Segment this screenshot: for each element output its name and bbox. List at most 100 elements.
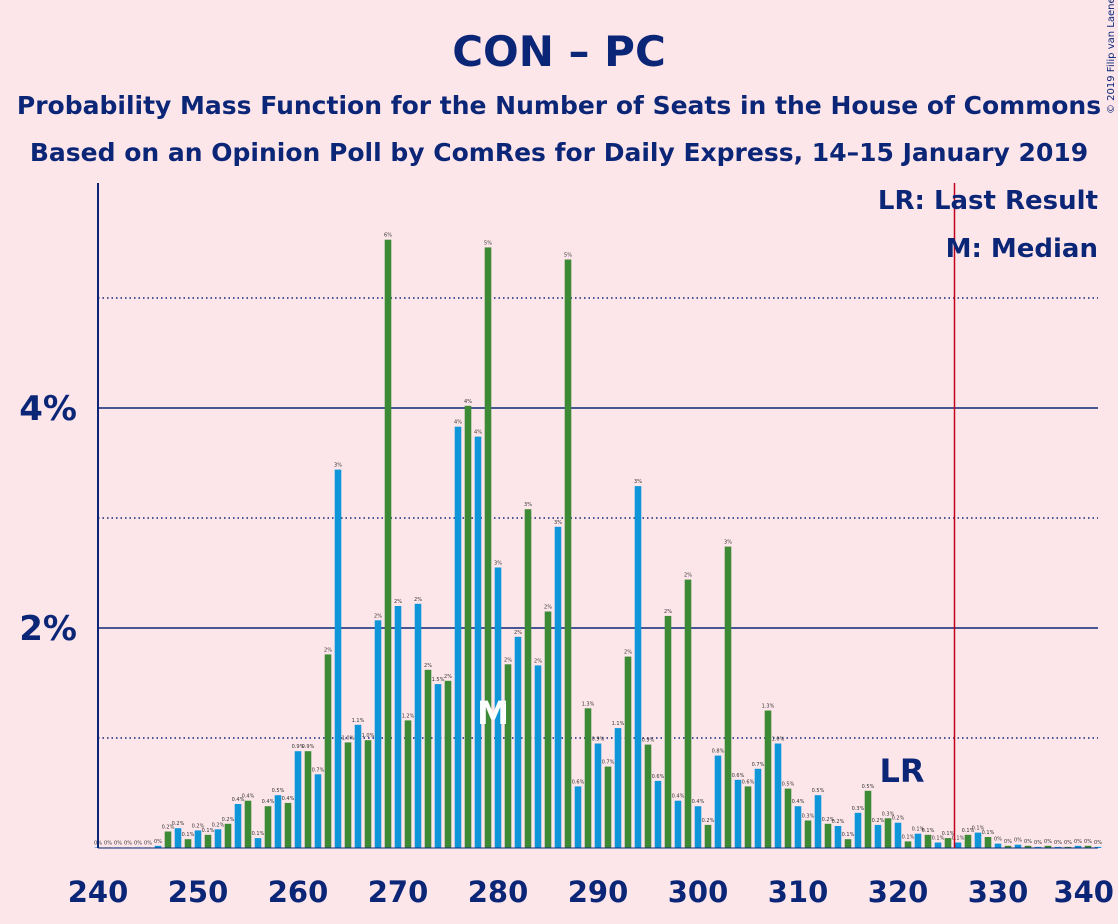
data-label-299: 2% bbox=[684, 573, 692, 579]
data-label-273: 2% bbox=[424, 663, 432, 669]
x-tick-label: 300 bbox=[668, 875, 729, 909]
bar-253 bbox=[224, 823, 232, 848]
data-label-314: 0.2% bbox=[832, 819, 845, 825]
bar-271 bbox=[404, 720, 412, 848]
data-label-244: 0% bbox=[134, 840, 142, 846]
data-label-251: 0.1% bbox=[202, 828, 215, 834]
data-label-260: 0.9% bbox=[292, 744, 305, 750]
bar-310 bbox=[794, 806, 802, 848]
bar-272 bbox=[414, 603, 422, 848]
data-label-323: 0.1% bbox=[922, 828, 935, 834]
bar-304 bbox=[734, 779, 742, 848]
bar-278 bbox=[474, 436, 482, 848]
bar-255 bbox=[244, 800, 252, 848]
data-label-335: 0% bbox=[1044, 839, 1052, 845]
data-label-309: 0.5% bbox=[782, 782, 795, 788]
data-label-267: 1.0% bbox=[362, 733, 375, 739]
data-label-264: 3% bbox=[334, 463, 342, 469]
data-label-256: 0.1% bbox=[252, 831, 265, 837]
data-label-307: 1.3% bbox=[762, 704, 775, 710]
x-tick-label: 280 bbox=[468, 875, 529, 909]
bar-246 bbox=[154, 845, 162, 848]
bar-247 bbox=[164, 831, 172, 848]
data-label-321: 0.1% bbox=[902, 834, 915, 840]
bar-249 bbox=[184, 839, 192, 848]
bar-305 bbox=[744, 786, 752, 848]
bar-295 bbox=[644, 744, 652, 848]
bar-335 bbox=[1044, 845, 1052, 848]
data-label-282: 2% bbox=[514, 630, 522, 636]
data-label-336: 0% bbox=[1054, 840, 1062, 846]
bar-309 bbox=[784, 788, 792, 848]
data-label-248: 0.2% bbox=[172, 821, 185, 827]
chart-title: CON – PC bbox=[452, 27, 666, 76]
x-tick-label: 260 bbox=[268, 875, 329, 909]
bar-308 bbox=[774, 743, 782, 848]
bar-301 bbox=[704, 824, 712, 848]
data-label-312: 0.5% bbox=[812, 788, 825, 794]
data-label-278: 4% bbox=[474, 430, 482, 436]
bar-318 bbox=[874, 824, 882, 848]
data-label-331: 0% bbox=[1004, 839, 1012, 845]
data-label-317: 0.5% bbox=[862, 784, 875, 790]
data-label-328: 0.1% bbox=[972, 826, 985, 832]
bar-319 bbox=[884, 818, 892, 848]
data-label-285: 2% bbox=[544, 605, 552, 611]
bar-282 bbox=[514, 636, 522, 848]
bar-338 bbox=[1074, 845, 1082, 848]
data-label-302: 0.8% bbox=[712, 749, 725, 755]
gridlines bbox=[98, 297, 1098, 739]
bar-259 bbox=[284, 802, 292, 848]
bar-312 bbox=[814, 795, 822, 848]
data-label-329: 0.1% bbox=[982, 830, 995, 836]
bar-311 bbox=[804, 820, 812, 848]
bar-286 bbox=[554, 526, 562, 848]
bar-317 bbox=[864, 790, 872, 848]
data-label-294: 3% bbox=[634, 479, 642, 485]
last-result-marker: LR bbox=[879, 752, 924, 790]
bar-277 bbox=[464, 405, 472, 848]
bar-315 bbox=[844, 839, 852, 848]
bar-290 bbox=[594, 743, 602, 848]
bar-288 bbox=[574, 786, 582, 848]
bar-284 bbox=[534, 665, 542, 848]
y-tick-label: 4% bbox=[19, 389, 77, 429]
bar-248 bbox=[174, 828, 182, 848]
bar-303 bbox=[724, 546, 732, 848]
data-label-281: 2% bbox=[504, 657, 512, 663]
bar-336 bbox=[1054, 846, 1062, 848]
data-label-270: 2% bbox=[394, 599, 402, 605]
data-label-303: 3% bbox=[724, 540, 732, 546]
x-tick-label: 290 bbox=[568, 875, 629, 909]
bar-256 bbox=[254, 838, 262, 848]
bar-289 bbox=[584, 708, 592, 848]
data-label-279: 5% bbox=[484, 240, 492, 246]
y-tick-label: 2% bbox=[19, 609, 77, 649]
bar-260 bbox=[294, 751, 302, 848]
data-label-301: 0.2% bbox=[702, 818, 715, 824]
bar-261 bbox=[304, 751, 312, 848]
data-label-338: 0% bbox=[1074, 839, 1082, 845]
data-label-274: 1.5% bbox=[432, 677, 445, 683]
bar-274 bbox=[434, 684, 442, 848]
bar-331 bbox=[1004, 845, 1012, 848]
bar-327 bbox=[964, 834, 972, 848]
bar-279 bbox=[484, 247, 492, 848]
data-label-292: 1.1% bbox=[612, 721, 625, 727]
data-label-325: 0.1% bbox=[942, 831, 955, 837]
bar-298 bbox=[674, 800, 682, 848]
bar-268 bbox=[374, 620, 382, 848]
legend-median: M: Median bbox=[946, 234, 1098, 264]
bar-252 bbox=[214, 829, 222, 848]
bar-297 bbox=[664, 615, 672, 848]
bar-287 bbox=[564, 259, 572, 848]
data-label-242: 0% bbox=[114, 840, 122, 846]
data-label-243: 0% bbox=[124, 840, 132, 846]
x-tick-label: 250 bbox=[168, 875, 229, 909]
data-label-245: 0% bbox=[144, 840, 152, 846]
data-label-255: 0.4% bbox=[242, 794, 255, 800]
bar-314 bbox=[834, 826, 842, 848]
bar-324 bbox=[934, 842, 942, 848]
data-label-318: 0.2% bbox=[872, 818, 885, 824]
